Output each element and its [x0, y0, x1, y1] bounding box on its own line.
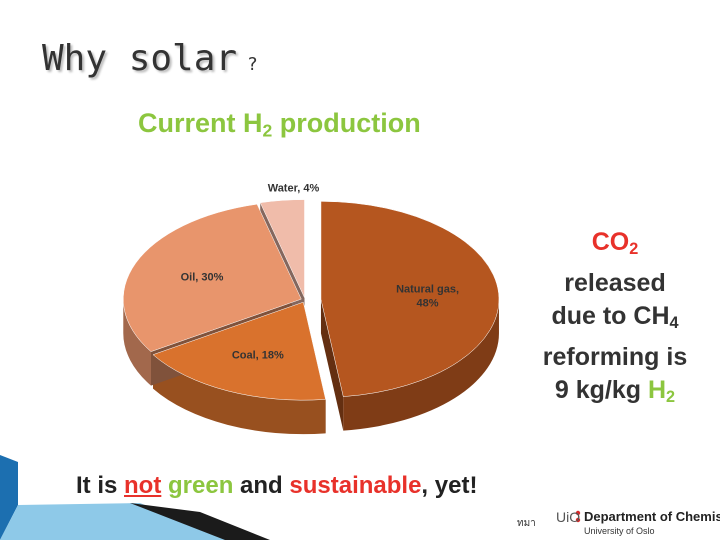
text-span: 2: [666, 388, 676, 407]
chart-title: Current H2 production: [138, 108, 421, 141]
slice-wall: [153, 354, 326, 435]
text-span: H: [647, 376, 667, 405]
slice-wall: [343, 299, 499, 431]
callout-line: due to CH4: [520, 300, 710, 341]
data-label-line: Natural gas,: [396, 284, 459, 296]
callout: CO2 released due to CH4 reforming is 9 kg/kg…: [520, 226, 710, 415]
slice-cut: [320, 299, 344, 431]
decor: [130, 503, 270, 540]
data-label: Water, 4%: [268, 183, 320, 195]
logo-department: Department of Chemistry: [584, 509, 720, 524]
pie-slice: [123, 203, 302, 352]
text-span: not: [124, 472, 162, 499]
slice-wall: [123, 299, 151, 386]
logo-dot: [575, 510, 581, 516]
callout-line: released: [520, 267, 710, 301]
text-span: green: [168, 472, 234, 499]
callout-line: reforming is: [520, 341, 710, 375]
text-span: released: [564, 268, 666, 297]
logo-mark: UiO: [556, 509, 581, 525]
decor: [0, 455, 18, 540]
data-label-line: 48%: [417, 298, 439, 310]
text-span: and: [233, 472, 290, 499]
text-span: sustainable: [289, 472, 422, 499]
text-span: CO: [591, 228, 630, 256]
slide-title: Why solar: [42, 38, 238, 79]
text-span: 2: [262, 120, 273, 141]
text-span: Current H: [138, 108, 263, 138]
text-span: [161, 472, 168, 499]
page-note: ทมา: [517, 518, 536, 529]
text-span: 4: [669, 314, 679, 333]
text-span: , yet!: [421, 472, 478, 499]
text-span: It is: [76, 472, 125, 499]
text-span: production: [272, 108, 421, 138]
text-span: 9 kg/kg: [554, 376, 648, 405]
callout-line: 9 kg/kg H2: [520, 374, 710, 415]
slide-title-suffix: ?: [247, 54, 258, 75]
logo-university: University of Oslo: [584, 526, 655, 536]
logo-dot: [575, 517, 581, 523]
data-label: Coal, 18%: [232, 349, 284, 361]
text-span: due to CH: [551, 302, 670, 331]
pie-slice: [320, 201, 500, 397]
decor: [0, 503, 230, 540]
pie-slice: [259, 199, 305, 298]
callout-line: CO2: [520, 226, 710, 267]
text-span: reforming is: [542, 342, 688, 371]
pie-slice: [152, 301, 326, 401]
data-label: Oil, 30%: [181, 271, 224, 283]
data-label: Natural gas, 48%: [396, 284, 459, 310]
text-span: 2: [629, 240, 639, 259]
footer: It is not green and sustainable, yet!: [76, 472, 477, 500]
